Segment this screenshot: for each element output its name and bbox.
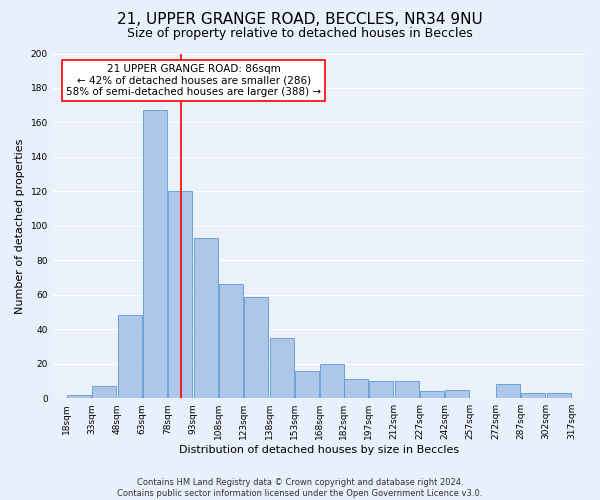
Bar [445, 390, 469, 398]
Bar [168, 192, 192, 398]
Bar [194, 238, 218, 398]
Text: Contains HM Land Registry data © Crown copyright and database right 2024.
Contai: Contains HM Land Registry data © Crown c… [118, 478, 482, 498]
Bar [496, 384, 520, 398]
Bar [521, 393, 545, 398]
Text: 21 UPPER GRANGE ROAD: 86sqm
← 42% of detached houses are smaller (286)
58% of se: 21 UPPER GRANGE ROAD: 86sqm ← 42% of det… [66, 64, 321, 97]
Text: Size of property relative to detached houses in Beccles: Size of property relative to detached ho… [127, 28, 473, 40]
Bar [547, 393, 571, 398]
X-axis label: Distribution of detached houses by size in Beccles: Distribution of detached houses by size … [179, 445, 459, 455]
Bar [244, 296, 268, 398]
Bar [344, 379, 368, 398]
Bar [420, 392, 444, 398]
Bar [92, 386, 116, 398]
Bar [395, 381, 419, 398]
Bar [67, 395, 91, 398]
Bar [295, 370, 319, 398]
Bar [370, 381, 394, 398]
Bar [269, 338, 293, 398]
Y-axis label: Number of detached properties: Number of detached properties [15, 138, 25, 314]
Bar [219, 284, 243, 398]
Bar [143, 110, 167, 398]
Text: 21, UPPER GRANGE ROAD, BECCLES, NR34 9NU: 21, UPPER GRANGE ROAD, BECCLES, NR34 9NU [117, 12, 483, 28]
Bar [320, 364, 344, 398]
Bar [118, 316, 142, 398]
